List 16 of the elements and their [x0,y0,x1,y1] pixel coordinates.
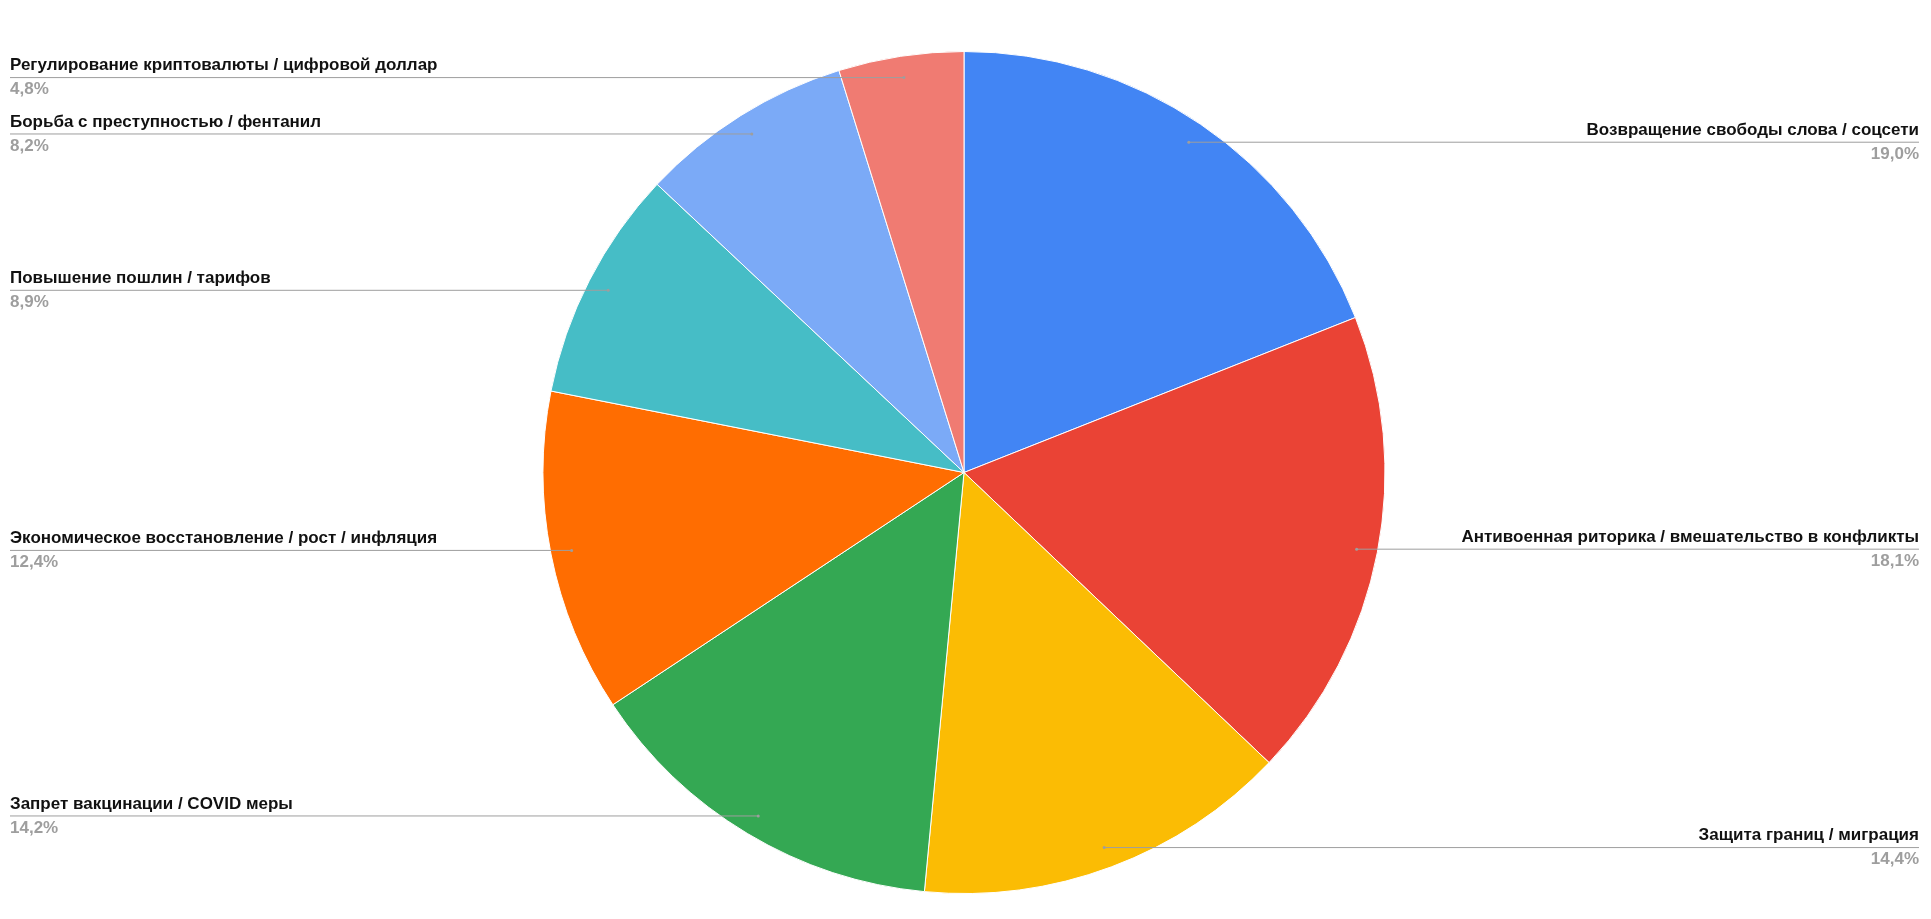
slice-label: Регулирование криптовалюты / цифровой доллар [10,55,438,75]
data-label: 14,2% [10,817,59,837]
slice-label: Защита границ / миграция [1698,825,1919,845]
slice-label: Возвращение свободы слова / соцсети [1586,119,1919,139]
slice-label: Борьба с преступностью / фентанил [10,111,322,131]
slice-label: Антивоенная риторика / вмешательство в конфликты [1461,526,1919,546]
data-label: 12,4% [10,552,59,572]
data-label: 4,8% [10,79,49,99]
data-label: 8,9% [10,292,49,311]
data-label: 14,4% [1870,849,1919,869]
data-label: 18,1% [1870,550,1919,570]
slice-label: Запрет вакцинации / COVID меры [10,793,293,813]
data-label: 19,0% [1870,143,1919,163]
data-label: 8,2% [10,135,49,155]
slice-label: Экономическое восстановление / рост / инфляция [10,528,438,548]
slice-label: Повышение пошлин / тарифов [10,268,271,287]
